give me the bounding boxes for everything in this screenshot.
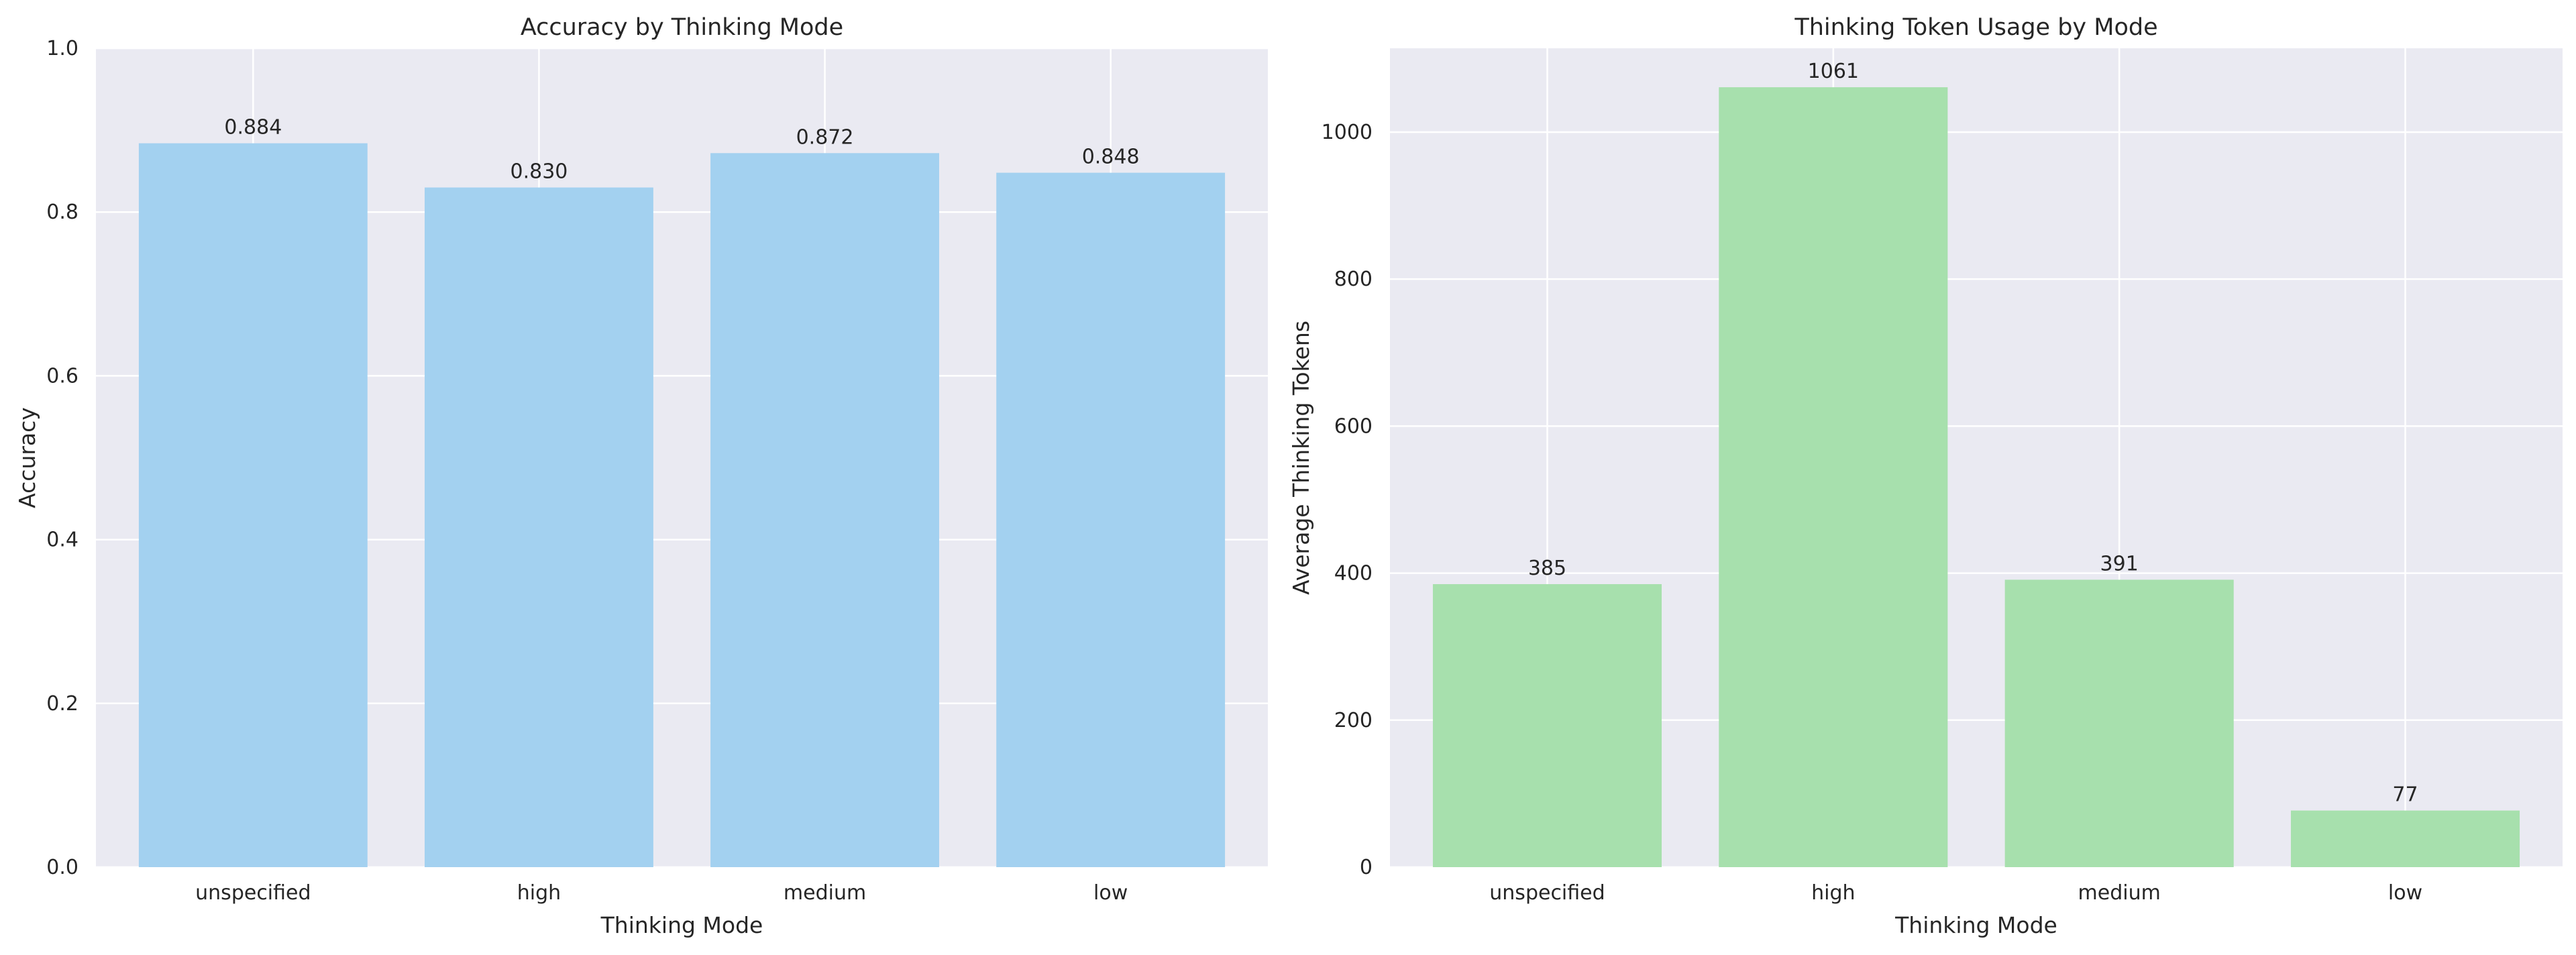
token-usage-bar [1432,584,1662,867]
token-usage-x-tick-label: unspecified [1489,881,1605,905]
accuracy-y-tick-label: 0.0 [46,856,78,879]
token-usage-y-tick-label: 0 [1360,856,1373,879]
token-usage-x-tick-label: high [1811,881,1855,905]
accuracy-bar [710,153,939,868]
token-usage-chart: 385 1061 391 77 0 200 400 600 800 1000 unspecifi… [1288,14,2563,938]
token-usage-x-axis-label: Thinking Mode [1894,912,2057,938]
accuracy-bar-value-label: 0.872 [796,125,854,149]
token-usage-y-axis-label: Average Thinking Tokens [1288,321,1314,595]
accuracy-y-tick-label: 0.6 [46,364,78,388]
accuracy-y-ticks: 0.0 0.2 0.4 0.6 0.8 1.0 [46,37,78,879]
accuracy-y-tick-label: 0.8 [46,201,78,224]
token-usage-x-ticks: unspecified high medium low [1489,881,2422,905]
token-usage-y-tick-label: 200 [1334,709,1373,732]
accuracy-bar [425,187,653,867]
accuracy-y-axis-label: Accuracy [14,407,40,508]
token-usage-chart-title: Thinking Token Usage by Mode [1794,14,2157,41]
token-usage-y-tick-label: 400 [1334,562,1373,585]
token-usage-bars [1432,87,2520,867]
token-usage-bar-value-label: 1061 [1808,60,1859,83]
accuracy-x-tick-label: high [517,881,561,905]
token-usage-y-ticks: 0 200 400 600 800 1000 [1322,121,1373,879]
accuracy-x-tick-label: unspecified [195,881,311,905]
token-usage-bar-value-label: 77 [2392,783,2418,807]
token-usage-x-tick-label: medium [2078,881,2161,905]
accuracy-x-tick-label: low [1093,881,1128,905]
accuracy-chart-title: Accuracy by Thinking Mode [521,14,843,41]
token-usage-bar-value-label: 385 [1528,557,1566,580]
token-usage-bar [1719,87,1948,867]
token-usage-bar [2004,579,2234,867]
token-usage-bar [2290,810,2520,867]
accuracy-x-ticks: unspecified high medium low [195,881,1128,905]
accuracy-x-axis-label: Thinking Mode [600,912,763,938]
token-usage-value-labels: 385 1061 391 77 [1528,60,2418,807]
accuracy-bar-value-label: 0.884 [224,116,282,139]
accuracy-bar-value-label: 0.848 [1082,146,1140,169]
token-usage-y-tick-label: 600 [1334,414,1373,438]
accuracy-bar-value-label: 0.830 [511,160,568,184]
token-usage-y-tick-label: 1000 [1322,121,1373,144]
accuracy-x-tick-label: medium [784,881,866,905]
accuracy-bars [138,143,1226,868]
accuracy-value-labels: 0.884 0.830 0.872 0.848 [224,116,1139,184]
token-usage-x-tick-label: low [2388,881,2422,905]
accuracy-y-tick-label: 0.2 [46,692,78,716]
accuracy-y-tick-label: 1.0 [46,37,78,60]
accuracy-bar [138,143,368,868]
accuracy-bar [996,172,1226,867]
accuracy-y-tick-label: 0.4 [46,528,78,552]
token-usage-y-tick-label: 800 [1334,268,1373,291]
token-usage-bar-value-label: 391 [2100,552,2139,575]
